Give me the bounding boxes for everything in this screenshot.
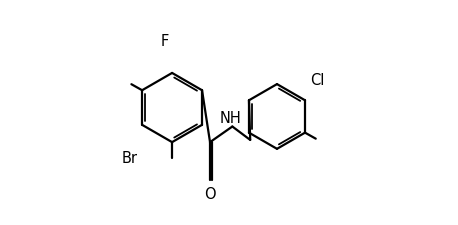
Text: NH: NH (219, 111, 241, 126)
Text: O: O (204, 186, 216, 201)
Text: Br: Br (122, 151, 138, 166)
Text: F: F (160, 34, 169, 49)
Text: Cl: Cl (310, 73, 324, 88)
